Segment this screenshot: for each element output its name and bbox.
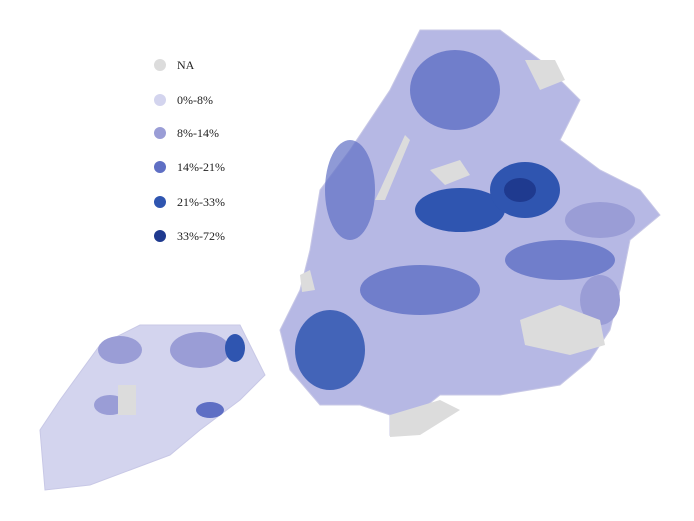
region-shade <box>196 402 224 418</box>
region-shade <box>170 332 230 368</box>
region-shade <box>325 140 375 240</box>
region-shade <box>565 202 635 238</box>
region-shade <box>415 188 505 232</box>
park <box>118 385 136 415</box>
map-shapes <box>39 29 661 491</box>
park <box>390 400 460 437</box>
legend-swatch <box>154 196 166 208</box>
legend-label: 33%-72% <box>177 229 225 243</box>
legend-label: 0%-8% <box>177 93 213 107</box>
legend-swatch <box>154 230 166 242</box>
region-shade <box>580 275 620 325</box>
legend-label: NA <box>177 58 195 72</box>
region-shade <box>360 265 480 315</box>
legend-swatch <box>154 59 166 71</box>
legend-label: 8%-14% <box>177 126 219 140</box>
region-shade <box>225 334 245 362</box>
park <box>300 270 315 292</box>
legend: NA 0%-8% 8%-14% 14%-21% 21%-33% 33%-72% <box>154 58 225 243</box>
park <box>525 60 565 90</box>
legend-swatch <box>154 94 166 106</box>
legend-swatch <box>154 127 166 139</box>
legend-label: 14%-21% <box>177 160 225 174</box>
park <box>375 135 410 200</box>
region-shade <box>410 50 500 130</box>
region-shade <box>295 310 365 390</box>
park <box>430 160 470 185</box>
region-shade <box>98 336 142 364</box>
park <box>520 305 605 355</box>
legend-label: 21%-33% <box>177 195 225 209</box>
legend-swatch <box>154 161 166 173</box>
region-shade <box>505 240 615 280</box>
region-shade <box>504 178 536 202</box>
